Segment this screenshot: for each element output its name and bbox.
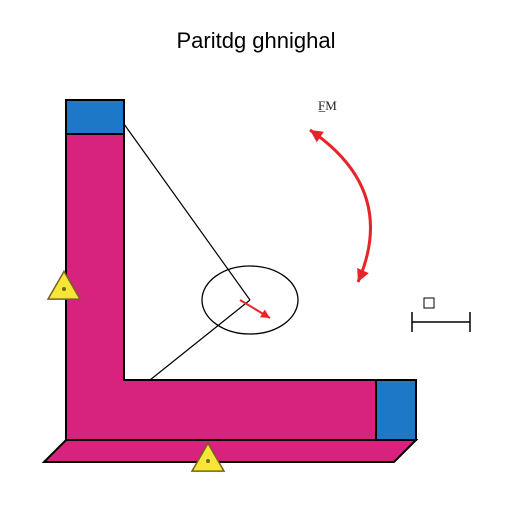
ray-2 [150, 300, 250, 380]
warning-triangle-2-dot [206, 459, 210, 463]
dim-box-icon [424, 298, 434, 308]
red-arc-arrow [310, 130, 371, 282]
ray-1 [124, 124, 250, 300]
blue-cap-top [66, 100, 124, 134]
blue-cap-right [376, 380, 416, 440]
l-shape-skirt [44, 440, 416, 462]
diagram-canvas: Paritdg ghnighal F̲M [0, 0, 512, 512]
warning-triangle-1-dot [62, 287, 66, 291]
diagram-svg [0, 0, 512, 512]
